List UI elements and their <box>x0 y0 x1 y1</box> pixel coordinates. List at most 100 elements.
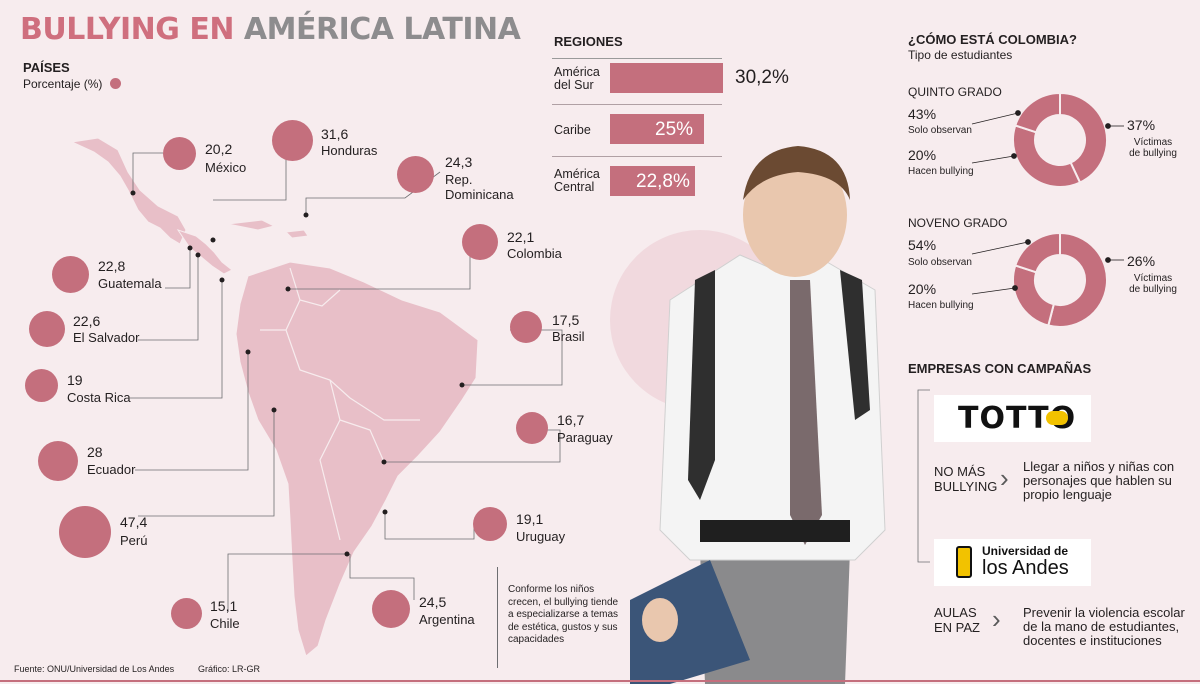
campaign-1-name: NO MÁS BULLYING <box>934 464 997 494</box>
chevron-right-icon: › <box>1000 463 1009 493</box>
bubble-guatemala <box>52 256 89 293</box>
region-value-central: 22,8% <box>636 171 690 192</box>
region-bar-central <box>610 166 696 196</box>
donut-quinto-slice-2 <box>1014 91 1061 134</box>
colombia-header: ¿CÓMO ESTÁ COLOMBIA? <box>908 32 1077 47</box>
totto-logo: TOTTO <box>934 395 1091 442</box>
campaign-2-desc-line3: docentes e instituciones <box>1023 633 1162 648</box>
label-rep-dominicana: Rep. Dominicana <box>445 172 514 202</box>
noveno-title: NOVENO GRADO <box>908 216 1008 230</box>
label-ecuador: Ecuador <box>87 462 136 477</box>
bubble-colombia <box>462 224 498 260</box>
uniandes-logo: Universidad de los Andes <box>934 539 1091 586</box>
region-label-sur: América del Sur <box>554 65 600 92</box>
quinto-hacen-value: 20% <box>908 147 937 163</box>
donut-noveno-slice-0 <box>1047 231 1108 328</box>
uniandes-logo-line2: los Andes <box>982 557 1069 579</box>
paises-subtitle: Porcentaje (%) <box>23 77 103 91</box>
note-text: Conforme los niños crecen, el bullying t… <box>508 584 619 645</box>
bubble-brasil <box>510 311 542 343</box>
bubble-costa-rica <box>25 369 58 402</box>
regiones-header: REGIONES <box>554 34 623 49</box>
note-divider <box>497 567 498 668</box>
campaign-1-name-line1: NO MÁS <box>934 464 986 479</box>
value-honduras: 31,6 <box>321 126 349 142</box>
value-mexico: 20,2 <box>205 141 233 157</box>
quinto-title: QUINTO GRADO <box>908 85 1002 99</box>
value-uruguay: 19,1 <box>516 511 544 527</box>
noveno-victimas-label: Víctimas de bullying <box>1129 273 1177 295</box>
map-mexico <box>70 137 187 245</box>
donut-quinto <box>1012 91 1108 188</box>
region-value-caribe: 25% <box>655 119 694 140</box>
student-photo <box>610 146 886 684</box>
campaign-1-name-line2: BULLYING <box>934 479 998 494</box>
quinto-victimas-label: Víctimas de bullying <box>1129 137 1177 159</box>
campaign-1-desc-line1: Llegar a niños y niñas con <box>1023 459 1175 474</box>
noveno-victimas-value: 26% <box>1127 253 1156 269</box>
label-chile: Chile <box>210 616 240 631</box>
campaign-1-desc-line3: propio lenguaje <box>1023 487 1112 502</box>
paises-header: PAÍSES <box>23 60 70 75</box>
label-mexico: México <box>205 160 247 175</box>
bottom-rule <box>0 680 1200 682</box>
colombia-subtitle: Tipo de estudiantes <box>908 48 1013 62</box>
bubble-mexico <box>163 137 196 170</box>
footer-credit: Gráfico: LR-GR <box>198 664 261 674</box>
value-guatemala: 22,8 <box>98 258 126 274</box>
quinto-hacen-label: Hacen bullying <box>908 166 974 177</box>
value-colombia: 22,1 <box>507 229 535 245</box>
noveno-hacen-label: Hacen bullying <box>908 300 974 311</box>
campaign-1-desc-line2: personajes que hablen su <box>1023 473 1172 488</box>
title-part-2: AMÉRICA LATINA <box>243 12 521 47</box>
value-ecuador: 28 <box>87 444 103 460</box>
bubble-uruguay <box>473 507 507 541</box>
region-label-caribe: Caribe <box>554 123 591 137</box>
bubble-peru <box>59 506 111 558</box>
noveno-observan-value: 54% <box>908 237 937 253</box>
totto-logo-mark <box>1046 411 1068 425</box>
label-costa-rica: Costa Rica <box>67 390 131 405</box>
label-el-salvador: El Salvador <box>73 330 140 345</box>
empresas-header: EMPRESAS CON CAMPAÑAS <box>908 361 1092 376</box>
regiones-divider-2 <box>552 104 722 105</box>
region-label-central: América Central <box>554 167 600 194</box>
quinto-observan-value: 43% <box>908 106 937 122</box>
title-part-1: BULLYING EN <box>20 12 234 47</box>
label-uruguay: Uruguay <box>516 529 566 544</box>
uniandes-logo-line1: Universidad de <box>982 544 1069 558</box>
label-peru: Perú <box>120 533 148 548</box>
value-brasil: 17,5 <box>552 312 580 328</box>
donut-noveno-slice-2 <box>1014 231 1061 274</box>
regiones-divider <box>552 58 722 59</box>
bubble-paraguay <box>516 412 548 444</box>
bubble-argentina <box>372 590 410 628</box>
value-peru: 47,4 <box>120 514 148 530</box>
value-chile: 15,1 <box>210 598 238 614</box>
campaign-2-name: AULAS EN PAZ <box>934 605 980 635</box>
bubble-rep-dominicana <box>397 156 434 193</box>
noveno-hacen-value: 20% <box>908 281 937 297</box>
campaign-2-name-line1: AULAS <box>934 605 977 620</box>
donut-quinto-slice-1 <box>1012 124 1082 188</box>
region-bar-caribe <box>610 114 704 144</box>
label-honduras: Honduras <box>321 143 378 158</box>
map-caribbean <box>227 219 309 239</box>
page-title: BULLYING EN AMÉRICA LATINA <box>20 12 521 47</box>
campaign-2-name-line2: EN PAZ <box>934 620 980 635</box>
bubble-chile <box>171 598 202 629</box>
label-colombia: Colombia <box>507 246 562 261</box>
donut-noveno <box>1012 231 1108 328</box>
label-guatemala: Guatemala <box>98 276 162 291</box>
value-el-salvador: 22,6 <box>73 313 101 329</box>
label-brasil: Brasil <box>552 329 585 344</box>
value-argentina: 24,5 <box>419 594 447 610</box>
campaign-2-desc-line2: de la mano de estudiantes, <box>1023 619 1180 634</box>
label-paraguay: Paraguay <box>557 430 613 445</box>
bubble-el-salvador <box>29 311 65 347</box>
campaign-2-description: Prevenir la violencia escolar de la mano… <box>1023 606 1185 648</box>
